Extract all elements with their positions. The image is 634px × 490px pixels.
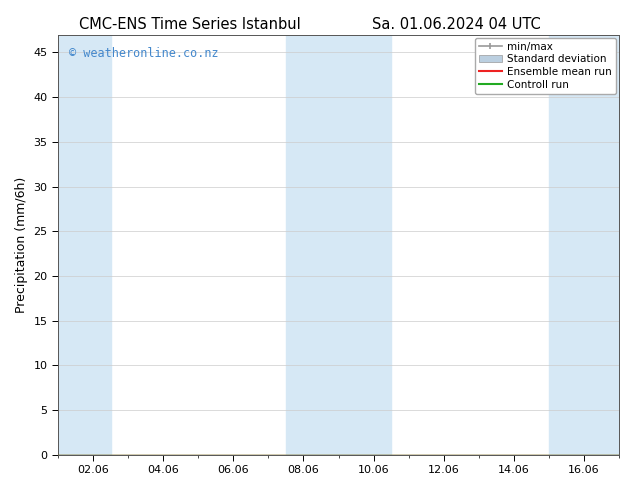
Text: CMC-ENS Time Series Istanbul: CMC-ENS Time Series Istanbul (79, 17, 301, 32)
Text: © weatheronline.co.nz: © weatheronline.co.nz (69, 47, 219, 60)
Y-axis label: Precipitation (mm/6h): Precipitation (mm/6h) (15, 176, 28, 313)
Legend: min/max, Standard deviation, Ensemble mean run, Controll run: min/max, Standard deviation, Ensemble me… (475, 38, 616, 94)
Text: Sa. 01.06.2024 04 UTC: Sa. 01.06.2024 04 UTC (372, 17, 541, 32)
Bar (58, 35, 111, 455)
Bar (549, 35, 619, 455)
Bar (286, 35, 391, 455)
